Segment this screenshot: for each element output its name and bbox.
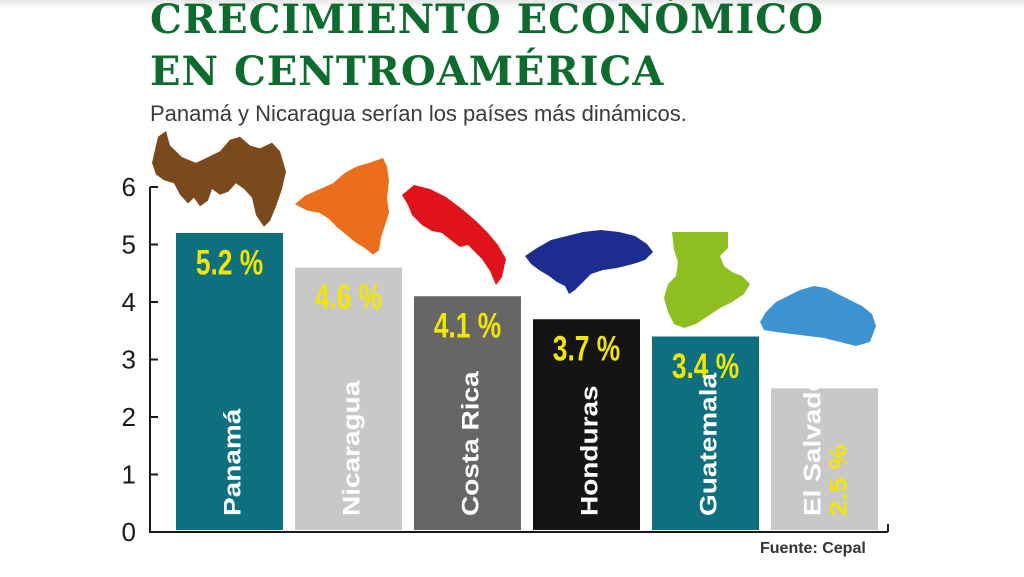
- bar: [533, 319, 640, 530]
- el-salvador-map-icon: [760, 286, 876, 346]
- top-strip: [0, 0, 1024, 8]
- y-tick-label: 5: [122, 230, 136, 260]
- bar: [652, 336, 759, 530]
- bar: [295, 267, 402, 530]
- value-label: 4.1 %: [434, 306, 501, 346]
- y-tick-label: 4: [122, 287, 136, 317]
- title-line-2: EN CENTROAMÉRICA: [150, 48, 665, 95]
- value-label: 3.7 %: [553, 329, 620, 369]
- category-label: Guatemala: [695, 372, 722, 516]
- costa-rica-map-icon: [402, 185, 506, 285]
- category-label: Nicaragua: [338, 380, 365, 516]
- honduras-map-icon: [525, 230, 653, 294]
- bar: [176, 233, 283, 530]
- y-tick-label: 1: [122, 460, 136, 490]
- bar: [414, 296, 521, 530]
- value-label: 3.4 %: [672, 346, 739, 386]
- bars: 5.2 % Panamá 4.6 % Nicaragua 4.1 % Costa Rica…: [176, 233, 878, 530]
- axes: 0 1 2 3 4 5 6: [122, 172, 889, 547]
- category-label: Costa Rica: [457, 371, 484, 516]
- bar: [771, 388, 878, 530]
- category-label: Panamá: [219, 408, 246, 516]
- category-label: Honduras: [576, 385, 603, 516]
- category-label: El Salvador: [799, 364, 826, 516]
- panama-map-icon: [152, 131, 286, 227]
- guatemala-map-icon: [664, 232, 750, 328]
- nicaragua-map-icon: [295, 158, 389, 255]
- value-label: 2.5 %: [825, 444, 852, 516]
- y-tick-label: 3: [122, 345, 136, 375]
- y-tick-label: 6: [122, 172, 136, 202]
- y-tick-label: 2: [122, 402, 136, 432]
- value-label: 5.2 %: [196, 243, 263, 283]
- subtitle: Panamá y Nicaragua serían los países más…: [150, 101, 687, 126]
- title-line-1: CRECIMIENTO ECONÓMICO: [150, 0, 824, 43]
- value-label: 4.6 %: [315, 277, 382, 317]
- y-tick-label: 0: [122, 517, 136, 547]
- source-note: Fuente: Cepal: [760, 540, 866, 557]
- map-icons: [152, 131, 876, 346]
